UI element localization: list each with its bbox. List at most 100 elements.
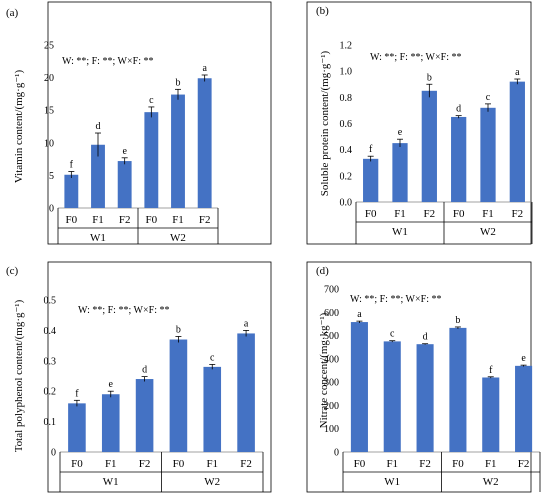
panel-a-bar bbox=[197, 78, 212, 208]
panel-d-significance-letter: e bbox=[521, 353, 526, 364]
panel-c-bar bbox=[169, 339, 188, 452]
panel-d-y-tick-label: 0 bbox=[334, 448, 339, 459]
panel-d-y-tick-label: 200 bbox=[324, 401, 339, 412]
panel-c-y-tick-label: 0.5 bbox=[44, 296, 57, 307]
panel-a-y-tick-label: 25 bbox=[44, 41, 54, 52]
panel-b-x-tick-label: F2 bbox=[424, 208, 436, 220]
panel-b-bar bbox=[421, 90, 437, 202]
panel-a-x-tick-label: F2 bbox=[199, 214, 211, 226]
panel-a-y-tick-label: 15 bbox=[44, 106, 54, 117]
panel-a-bar bbox=[117, 161, 132, 208]
panel-c-x-tick-label: F0 bbox=[173, 458, 185, 470]
panel-b-x-tick-label: F0 bbox=[365, 208, 377, 220]
panel-d-x-tick-label: F2 bbox=[419, 458, 431, 470]
panel-c-y-tick-label: 0.2 bbox=[44, 387, 57, 398]
panel-c-group-label: W1 bbox=[103, 476, 119, 488]
panel-a-significance-letter: f bbox=[70, 159, 74, 170]
panel-b-y-tick-label: 0.8 bbox=[340, 93, 353, 104]
panel-d-y-axis-label: Nitrate concent/(mg·kg⁻¹) bbox=[318, 312, 330, 428]
panel-d-significance-letter: f bbox=[489, 365, 493, 376]
panel-b-label: (b) bbox=[316, 5, 329, 17]
panel-c-significance-letter: e bbox=[109, 379, 114, 390]
panel-a-x-tick-label: F1 bbox=[172, 214, 184, 226]
panel-b-y-tick-label: 0.4 bbox=[340, 145, 353, 156]
panel-a-bar bbox=[91, 144, 105, 208]
panel-c-y-axis-label: Total polyphenol content/(mg·g⁻¹) bbox=[13, 299, 25, 452]
panel-d-y-tick-label: 100 bbox=[324, 424, 339, 435]
panel-a-significance-letter: d bbox=[96, 121, 101, 132]
panel-d-y-tick-label: 600 bbox=[324, 308, 339, 319]
panel-d-significance-letter: d bbox=[423, 332, 428, 343]
panel-d-x-tick-label: F1 bbox=[485, 458, 497, 470]
panel-b-significance-letter: c bbox=[486, 92, 491, 103]
panel-d-bar bbox=[416, 344, 434, 452]
panel-c-x-tick-label: F2 bbox=[240, 458, 252, 470]
panel-a-x-tick-label: F1 bbox=[92, 214, 104, 226]
panel-a-y-tick-label: 0 bbox=[49, 204, 54, 215]
panel-c-bar bbox=[68, 403, 86, 452]
panel-c-label: (c) bbox=[6, 265, 19, 277]
panel-a-label: (a) bbox=[6, 7, 19, 19]
panel-b-x-tick-label: F1 bbox=[394, 208, 406, 220]
panel-c-significance-letter: d bbox=[142, 365, 147, 376]
panel-b-y-tick-label: 0.6 bbox=[340, 119, 353, 130]
panel-b-significance-letter: f bbox=[369, 144, 373, 155]
panel-c-bar bbox=[101, 394, 120, 452]
panel-d-bar bbox=[515, 365, 533, 452]
panel-a-annotation: W: **; F: **; W×F: ** bbox=[62, 56, 153, 67]
panel-d-label: (d) bbox=[316, 265, 329, 277]
panel-d-significance-letter: a bbox=[357, 309, 362, 320]
panel-a-x-tick-label: F0 bbox=[66, 214, 78, 226]
panel-c-x-tick-label: F1 bbox=[105, 458, 117, 470]
panel-c-significance-letter: b bbox=[176, 324, 181, 335]
panel-b-y-tick-label: 0.2 bbox=[340, 171, 353, 182]
panel-c-y-tick-label: 0.4 bbox=[44, 326, 57, 337]
panel-c-bar bbox=[237, 333, 255, 452]
panel-a-y-tick-label: 10 bbox=[44, 138, 54, 149]
panel-a-significance-letter: a bbox=[202, 63, 207, 74]
panel-c-significance-letter: a bbox=[244, 318, 249, 329]
panel-b-significance-letter: b bbox=[427, 72, 432, 83]
panel-b-bar bbox=[451, 116, 467, 202]
panel-d-bar bbox=[449, 327, 467, 452]
panel-b-annotation: W: **; F: **; W×F: ** bbox=[370, 52, 461, 63]
panel-a-y-tick-label: 5 bbox=[49, 171, 54, 182]
panel-d-group-label: W1 bbox=[384, 476, 400, 488]
panel-d-bar bbox=[350, 322, 368, 452]
panel-c-annotation: W: **; F: **; W×F: ** bbox=[78, 305, 169, 316]
panel-d-group-label: W2 bbox=[483, 476, 499, 488]
panel-b-bar bbox=[480, 107, 496, 202]
panel-a-significance-letter: b bbox=[176, 77, 181, 88]
panel-b-y-tick-label: 1.2 bbox=[340, 41, 353, 52]
panel-b-y-axis-label: Soluble protein content/(mg·g⁻¹) bbox=[319, 50, 331, 196]
panel-d-y-tick-label: 500 bbox=[324, 331, 339, 342]
panel-a-x-tick-label: F0 bbox=[146, 214, 158, 226]
panel-c-bar bbox=[135, 379, 154, 452]
panel-d-annotation: W: **; F: **; W×F: ** bbox=[350, 294, 441, 305]
panel-d-bar bbox=[383, 341, 401, 452]
panel-b-group-label: W1 bbox=[392, 226, 408, 238]
panel-b-y-tick-label: 0.0 bbox=[340, 198, 353, 209]
panel-b-group-label: W2 bbox=[480, 226, 496, 238]
panel-d-x-tick-label: F2 bbox=[518, 458, 530, 470]
panel-c-y-tick-label: 0 bbox=[51, 448, 56, 459]
panel-b-x-tick-label: F2 bbox=[512, 208, 524, 220]
panel-a-frame bbox=[47, 1, 272, 245]
panel-a-bar bbox=[64, 174, 79, 208]
panel-d-y-tick-label: 400 bbox=[324, 354, 339, 365]
panel-b-x-tick-label: F0 bbox=[453, 208, 465, 220]
panel-d-y-tick-label: 300 bbox=[324, 378, 339, 389]
panel-c-significance-letter: f bbox=[75, 388, 79, 399]
panel-c-bar bbox=[203, 366, 222, 452]
panel-b-bar bbox=[392, 143, 408, 202]
panel-d-x-tick-label: F1 bbox=[386, 458, 398, 470]
panel-b-significance-letter: e bbox=[398, 127, 403, 138]
panel-a-y-axis-label: Vitamin content/(mg·g⁻¹) bbox=[13, 70, 25, 184]
panel-a-significance-letter: e bbox=[122, 146, 127, 157]
panel-c-x-tick-label: F1 bbox=[206, 458, 218, 470]
panel-a-bar bbox=[144, 112, 159, 208]
panel-c-x-tick-label: F0 bbox=[71, 458, 83, 470]
panel-c-x-tick-label: F2 bbox=[139, 458, 151, 470]
panel-a-significance-letter: c bbox=[149, 95, 154, 106]
